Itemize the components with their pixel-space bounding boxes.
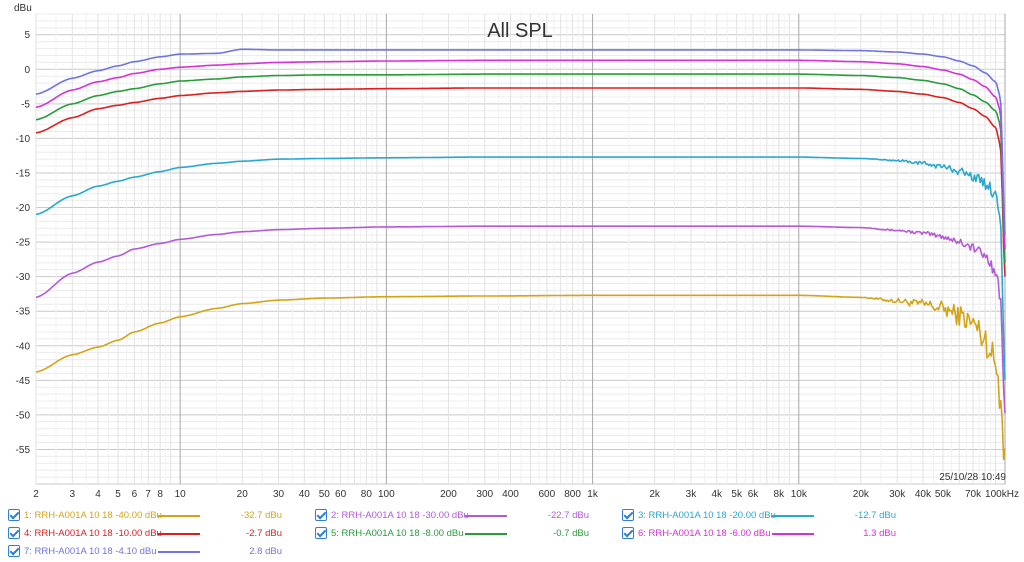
- x-tick-label: 3: [70, 489, 76, 500]
- legend-checkbox[interactable]: [8, 509, 20, 521]
- x-tick-label: 40: [299, 489, 311, 500]
- legend-swatch: [158, 515, 200, 517]
- legend-checkbox[interactable]: [8, 545, 20, 557]
- x-tick-label: 8: [157, 489, 163, 500]
- legend-item-2[interactable]: 2: RRH-A001A 10 18 -30.00 dBu -22.7 dBu: [315, 507, 615, 525]
- legend-label: 1: RRH-A001A 10 18 -40.00 dBu: [24, 510, 162, 521]
- x-tick-label: 10: [175, 489, 187, 500]
- x-tick-label: 7: [145, 489, 151, 500]
- x-tick-label: 30k: [889, 489, 906, 500]
- x-tick-label: 400: [502, 489, 519, 500]
- y-axis-unit-label: dBu: [14, 3, 32, 14]
- series-line-3: [35, 156, 1006, 381]
- x-tick-label: 5k: [731, 489, 743, 500]
- x-tick-label: 600: [538, 489, 555, 500]
- y-tick-label: -50: [16, 410, 31, 421]
- y-tick-label: 5: [24, 30, 30, 41]
- legend-value: 2.8 dBu: [249, 546, 282, 557]
- x-tick-label: 8k: [774, 489, 786, 500]
- legend-item-6[interactable]: 6: RRH-A001A 10 18 -6.00 dBu 1.3 dBu: [622, 525, 922, 543]
- x-tick-label: 70k: [965, 489, 982, 500]
- x-tick-label: 20: [237, 489, 249, 500]
- legend-label: 4: RRH-A001A 10 18 -10.00 dBu: [24, 528, 162, 539]
- x-tick-label: 40k: [915, 489, 932, 500]
- legend-swatch: [772, 533, 814, 535]
- legend-item-1[interactable]: 1: RRH-A001A 10 18 -40.00 dBu -32.7 dBu: [8, 507, 308, 525]
- legend-item-3[interactable]: 3: RRH-A001A 10 18 -20.00 dBu -12.7 dBu: [622, 507, 922, 525]
- legend-label: 7: RRH-A001A 10 18 -4.10 dBu: [24, 546, 157, 557]
- legend-value: -12.7 dBu: [854, 510, 896, 521]
- legend-checkbox[interactable]: [315, 527, 327, 539]
- x-tick-label: 3k: [686, 489, 698, 500]
- legend-checkbox[interactable]: [315, 509, 327, 521]
- x-tick-label: 50: [319, 489, 331, 500]
- legend-label: 5: RRH-A001A 10 18 -8.00 dBu: [331, 528, 464, 539]
- y-tick-label: -20: [16, 203, 31, 214]
- legend-value: -22.7 dBu: [547, 510, 589, 521]
- legend-checkbox[interactable]: [622, 509, 634, 521]
- y-tick-label: -45: [16, 376, 31, 387]
- legend-swatch: [465, 515, 507, 517]
- series-line-4: [35, 87, 1006, 277]
- x-tick-label: 20k: [853, 489, 870, 500]
- chart-plot: 50-5-10-15-20-25-30-35-40-45-50-552 3 4 5 6 7…: [14, 3, 1019, 500]
- x-tick-label: 100kHz: [985, 489, 1019, 500]
- x-tick-label: 300: [476, 489, 493, 500]
- y-tick-label: -15: [16, 168, 31, 179]
- x-tick-label: 4k: [711, 489, 723, 500]
- x-tick-label: 60: [335, 489, 347, 500]
- y-tick-label: -40: [16, 341, 31, 352]
- x-tick-label: 2: [33, 489, 39, 500]
- series-line-1: [35, 294, 1006, 461]
- x-tick-label: 200: [440, 489, 457, 500]
- legend-item-7[interactable]: 7: RRH-A001A 10 18 -4.10 dBu 2.8 dBu: [8, 543, 308, 561]
- y-tick-label: -35: [16, 307, 31, 318]
- x-tick-label: 1k: [587, 489, 599, 500]
- legend-label: 2: RRH-A001A 10 18 -30.00 dBu: [331, 510, 469, 521]
- x-tick-label: 4: [95, 489, 101, 500]
- legend-swatch: [158, 551, 200, 553]
- legend-value: -2.7 dBu: [246, 528, 282, 539]
- chart-title: All SPL: [487, 20, 553, 42]
- chart-legend: 1: RRH-A001A 10 18 -40.00 dBu -32.7 dBu 2:…: [0, 506, 1024, 562]
- x-tick-label: 2k: [649, 489, 661, 500]
- legend-value: 1.3 dBu: [863, 528, 896, 539]
- series-line-2: [35, 225, 1006, 414]
- x-tick-label: 30: [273, 489, 285, 500]
- legend-value: -32.7 dBu: [240, 510, 282, 521]
- y-tick-label: -5: [21, 99, 30, 110]
- y-tick-label: -10: [16, 134, 31, 145]
- legend-value: -0.7 dBu: [553, 528, 589, 539]
- series-line-6: [35, 59, 1006, 250]
- legend-swatch: [158, 533, 200, 535]
- legend-label: 6: RRH-A001A 10 18 -6.00 dBu: [638, 528, 771, 539]
- legend-checkbox[interactable]: [8, 527, 20, 539]
- x-tick-label: 6k: [748, 489, 760, 500]
- x-tick-label: 50k: [935, 489, 952, 500]
- legend-checkbox[interactable]: [622, 527, 634, 539]
- x-tick-label: 80: [361, 489, 373, 500]
- y-tick-label: -55: [16, 445, 31, 456]
- x-tick-label: 100: [378, 489, 395, 500]
- series-line-5: [35, 73, 1006, 263]
- y-tick-label: -25: [16, 238, 31, 249]
- x-tick-label: 6: [132, 489, 138, 500]
- legend-item-4[interactable]: 4: RRH-A001A 10 18 -10.00 dBu -2.7 dBu: [8, 525, 308, 543]
- x-tick-label: 10k: [791, 489, 808, 500]
- timestamp-label: 25/10/28 10:49: [939, 472, 1006, 483]
- legend-swatch: [465, 533, 507, 535]
- legend-label: 3: RRH-A001A 10 18 -20.00 dBu: [638, 510, 776, 521]
- x-tick-label: 800: [564, 489, 581, 500]
- legend-swatch: [772, 515, 814, 517]
- series-line-7: [35, 48, 1006, 236]
- x-tick-label: 5: [115, 489, 121, 500]
- legend-item-5[interactable]: 5: RRH-A001A 10 18 -8.00 dBu -0.7 dBu: [315, 525, 615, 543]
- y-tick-label: -30: [16, 272, 31, 283]
- y-tick-label: 0: [24, 65, 30, 76]
